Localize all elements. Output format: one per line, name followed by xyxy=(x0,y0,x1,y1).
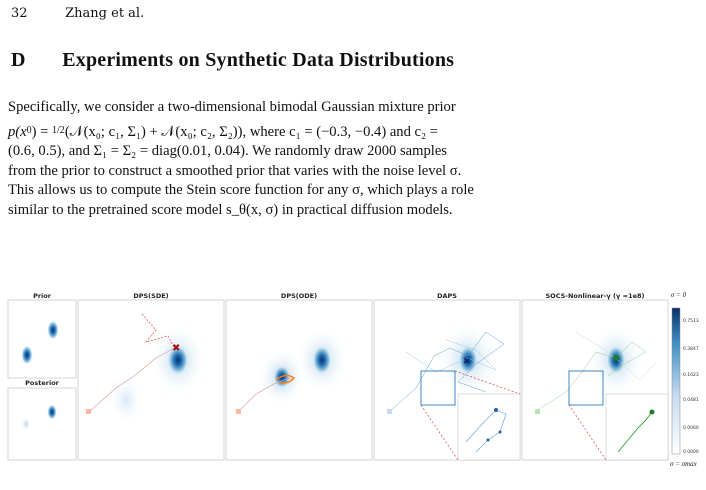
para-line-2: p(x0) = 1/2(𝒩(x₀; c₁, Σ₁) + 𝒩(x₀; c₂, Σ₂… xyxy=(8,123,438,140)
cbar-tick-0: 0.7513 xyxy=(683,319,699,324)
colorbar xyxy=(671,307,681,455)
para-line-1: Specifically, we consider a two-dimensio… xyxy=(8,99,456,115)
para-line-6: similar to the pretrained score model s_… xyxy=(8,201,453,218)
svg-text:✖: ✖ xyxy=(172,343,180,354)
figure-graphics: ✖ ✖ xyxy=(7,299,681,461)
section-heading: D Experiments on Synthetic Data Distribu… xyxy=(11,49,454,72)
title-dps-sde: DPS(SDE) xyxy=(133,292,169,300)
math-px: p(x xyxy=(8,123,27,140)
daps-panel: ✖ xyxy=(373,299,521,461)
section-title: Experiments on Synthetic Data Distributi… xyxy=(62,49,455,71)
title-posterior: Posterior xyxy=(25,379,59,387)
title-prior: Prior xyxy=(33,292,51,300)
dps-sde-panel: ✖ xyxy=(77,299,225,461)
posterior-panel xyxy=(7,387,77,461)
title-daps: DAPS xyxy=(437,292,457,300)
svg-text:✖: ✖ xyxy=(463,357,471,367)
page-number: 32 xyxy=(11,6,28,21)
colorbar-top-label: σ = 0 xyxy=(671,291,687,299)
running-header: 32 Zhang et al. xyxy=(11,6,144,21)
math-mixture: (𝒩(x₀; c₁, Σ₁) + 𝒩(x₀; c₂, Σ₂)), where c… xyxy=(64,123,438,140)
cbar-tick-1: 0.3847 xyxy=(683,347,699,352)
dps-ode-panel xyxy=(225,299,373,461)
para-line-5: This allows us to compute the Stein scor… xyxy=(8,182,474,199)
colorbar-bottom-label: σ = σmax xyxy=(670,460,697,468)
para-line-3: (0.6, 0.5), and Σ₁ = Σ₂ = diag(0.01, 0.0… xyxy=(8,143,447,160)
math-half: 1/2 xyxy=(52,124,65,136)
cbar-tick-4: 0.0060 xyxy=(683,426,699,431)
section-number: D xyxy=(11,49,26,71)
cbar-tick-5: 0.0000 xyxy=(683,450,699,455)
cbar-tick-2: 0.1623 xyxy=(683,373,699,378)
running-authors: Zhang et al. xyxy=(65,6,145,21)
para-line-4: from the prior to construct a smoothed p… xyxy=(8,162,462,179)
prior-panel xyxy=(7,299,77,379)
title-socs: SOCS-Nonlinear-γ (γ =1e8) xyxy=(545,292,645,300)
body-paragraph: Specifically, we consider a two-dimensio… xyxy=(8,98,698,221)
cbar-tick-3: 0.0481 xyxy=(683,398,699,403)
math-eq: ) = xyxy=(31,123,53,140)
title-dps-ode: DPS(ODE) xyxy=(280,292,318,300)
socs-panel xyxy=(521,299,669,461)
results-figure: Prior Posterior DPS(SDE) DPS(ODE) DAPS S… xyxy=(6,291,706,472)
